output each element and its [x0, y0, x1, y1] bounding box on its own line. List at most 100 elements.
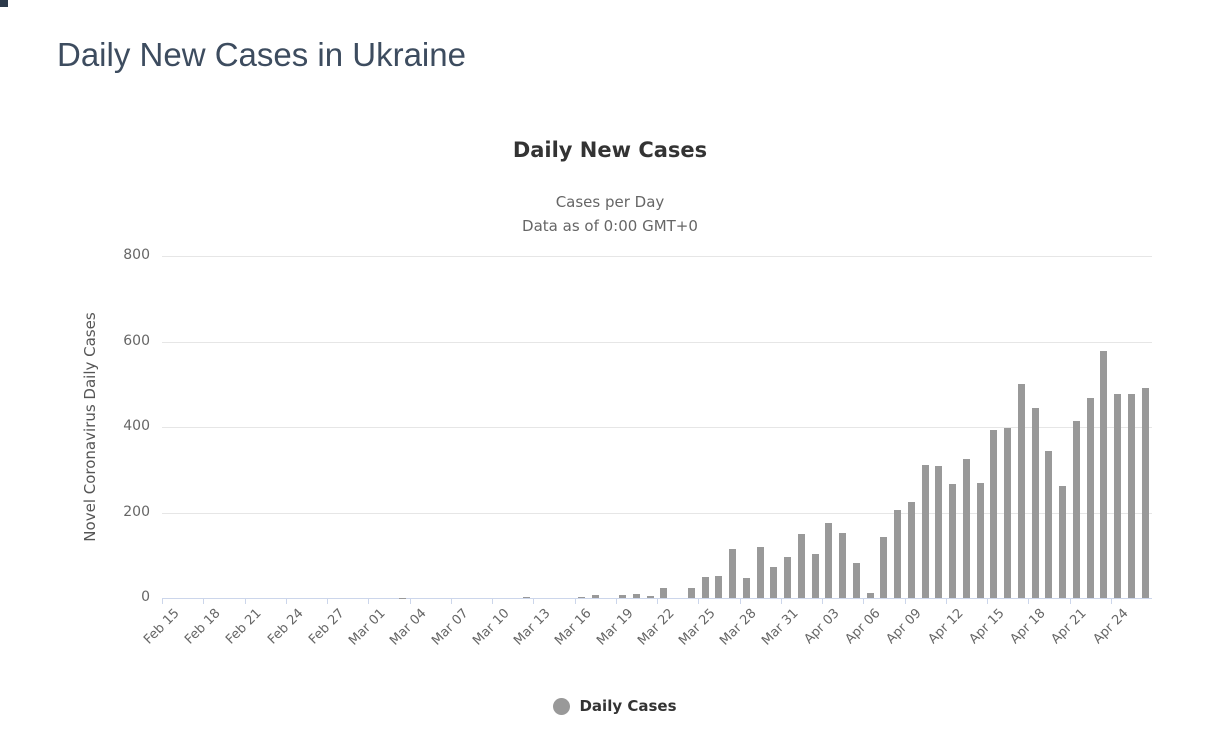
x-tick-label: Mar 13 — [511, 606, 554, 649]
daily-cases-bar[interactable] — [1004, 428, 1012, 598]
x-tick-label: Apr 21 — [1048, 606, 1090, 648]
daily-cases-bar[interactable] — [1100, 350, 1108, 598]
x-axis-tick — [863, 598, 865, 604]
x-tick-label: Apr 24 — [1090, 606, 1132, 648]
daily-cases-bar[interactable] — [825, 523, 833, 598]
y-gridline — [162, 256, 1152, 257]
daily-cases-bar[interactable] — [866, 593, 874, 598]
daily-cases-bar[interactable] — [784, 556, 792, 598]
x-tick-label: Apr 03 — [801, 606, 843, 648]
x-axis-tick — [615, 598, 617, 604]
daily-cases-bar[interactable] — [811, 553, 819, 598]
x-axis-tick — [368, 598, 370, 604]
chart-title: Daily New Cases — [512, 138, 708, 162]
x-axis-tick — [285, 598, 287, 604]
daily-cases-bar[interactable] — [1017, 383, 1025, 598]
x-tick-label: Apr 12 — [925, 606, 967, 648]
x-axis-tick — [1028, 598, 1030, 604]
x-tick-label: Mar 16 — [552, 606, 595, 649]
y-tick-label: 400 — [123, 418, 150, 434]
x-tick-label: Mar 07 — [428, 606, 472, 649]
corner-artifact — [0, 0, 8, 7]
page-title: Daily New Cases in Ukraine — [57, 36, 466, 73]
y-gridline — [162, 427, 1152, 428]
x-axis-tick — [698, 598, 700, 604]
daily-cases-bar[interactable] — [935, 466, 943, 598]
daily-cases-bar[interactable] — [701, 577, 709, 598]
daily-cases-bar[interactable] — [619, 595, 627, 598]
legend-item-daily-cases[interactable]: Daily Cases — [60, 697, 1170, 715]
x-tick-label: Apr 06 — [842, 606, 884, 648]
x-tick-label: Apr 15 — [966, 606, 1008, 648]
chart-subtitle-line1: Cases per Day — [555, 193, 665, 211]
x-axis-tick — [1110, 598, 1112, 604]
x-axis-tick — [327, 598, 328, 604]
daily-cases-bar[interactable] — [1114, 394, 1122, 598]
daily-cases-bar[interactable] — [962, 459, 970, 598]
x-tick-label: Mar 01 — [346, 606, 389, 649]
x-tick-label: Feb 27 — [305, 606, 348, 648]
x-axis-tick — [492, 598, 493, 604]
daily-cases-bar[interactable] — [715, 576, 723, 598]
daily-cases-bar[interactable] — [770, 566, 778, 598]
daily-cases-bar[interactable] — [522, 597, 530, 598]
daily-cases-bar[interactable] — [646, 595, 654, 598]
daily-cases-bar[interactable] — [660, 588, 668, 598]
daily-cases-bar[interactable] — [591, 595, 599, 598]
x-axis-tick — [739, 598, 741, 604]
daily-cases-bar[interactable] — [907, 502, 915, 598]
daily-cases-bar[interactable] — [742, 578, 750, 598]
daily-cases-bar[interactable] — [1059, 486, 1067, 598]
legend-label: Daily Cases — [579, 697, 677, 715]
daily-cases-bar[interactable] — [880, 536, 888, 598]
x-axis-tick — [244, 598, 246, 604]
x-tick-label: Feb 18 — [182, 606, 224, 648]
daily-cases-bar[interactable] — [976, 482, 984, 598]
y-tick-label: 800 — [123, 247, 150, 263]
daily-cases-bar[interactable] — [949, 484, 957, 598]
daily-cases-bar[interactable] — [839, 532, 847, 598]
x-tick-label: Mar 28 — [717, 606, 760, 649]
x-axis-tick — [1069, 598, 1071, 604]
x-tick-label: Feb 15 — [140, 606, 183, 648]
x-axis-tick — [945, 598, 947, 604]
x-tick-label: Mar 22 — [634, 606, 678, 649]
daily-cases-bar[interactable] — [990, 430, 998, 598]
daily-cases-bar[interactable] — [1031, 408, 1039, 598]
x-axis-tick — [450, 598, 452, 604]
daily-cases-bar[interactable] — [729, 549, 737, 598]
daily-cases-bar[interactable] — [1127, 393, 1135, 598]
x-axis-tick — [409, 598, 411, 604]
daily-cases-bar[interactable] — [894, 509, 902, 598]
y-tick-label: 600 — [123, 332, 150, 349]
x-tick-label: Apr 09 — [883, 606, 925, 648]
chart-subtitle: Cases per Day Data as of 0:00 GMT+0 — [60, 190, 1160, 238]
x-axis-tick — [657, 598, 658, 604]
daily-cases-bar[interactable] — [1141, 387, 1149, 598]
daily-cases-bar[interactable] — [632, 593, 640, 598]
daily-cases-bar[interactable] — [756, 547, 764, 598]
x-axis-tick — [904, 598, 906, 604]
x-tick-label: Mar 04 — [387, 606, 430, 649]
legend-marker-icon — [553, 697, 571, 715]
y-gridline — [162, 341, 1152, 343]
daily-cases-bar[interactable] — [921, 465, 929, 598]
x-axis-tick — [987, 598, 988, 604]
daily-cases-bar[interactable] — [577, 597, 585, 598]
x-tick-label: Feb 21 — [223, 606, 265, 648]
y-tick-label: 200 — [123, 503, 150, 520]
x-tick-label: Mar 31 — [758, 606, 802, 649]
x-tick-label: Mar 25 — [676, 606, 719, 649]
daily-cases-bar[interactable] — [687, 587, 695, 598]
daily-cases-bar[interactable] — [852, 562, 860, 598]
x-axis-tick — [574, 598, 576, 604]
daily-cases-bar[interactable] — [1086, 398, 1094, 598]
chart-subtitle-line2: Data as of 0:00 GMT+0 — [522, 217, 698, 235]
y-gridline — [162, 512, 1152, 514]
x-axis-tick — [822, 598, 823, 604]
daily-cases-bar[interactable] — [1045, 451, 1053, 598]
y-tick-label: 0 — [141, 589, 150, 605]
daily-cases-bar[interactable] — [797, 534, 805, 598]
daily-cases-bar[interactable] — [1072, 420, 1080, 598]
x-tick-label: Apr 18 — [1007, 606, 1049, 648]
